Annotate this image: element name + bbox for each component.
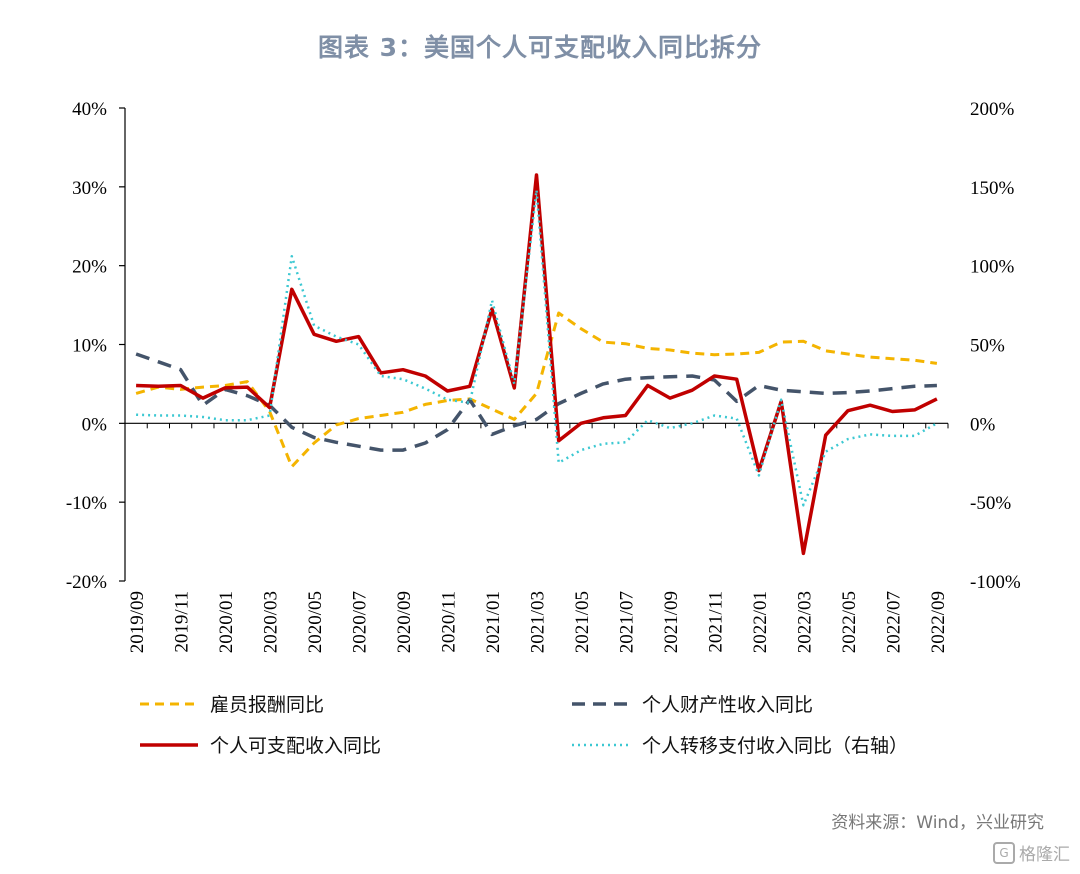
x-tick-label: 2021/05	[572, 591, 593, 653]
line-chart: 40% 30% 20% 10% 0% -10% -20% 200% 150% 100% 50% 0% -…	[66, 99, 1021, 653]
y-tick-label-left: 10%	[72, 336, 107, 357]
watermark-logo-icon: G	[993, 841, 1015, 864]
legend-swatch-compensation	[140, 702, 198, 705]
legend-item-property: 个人财产性收入同比	[570, 690, 813, 717]
x-tick-label: 2019/11	[172, 591, 193, 653]
x-tick-label: 2022/03	[794, 591, 815, 653]
x-tick-label: 2020/01	[216, 591, 237, 653]
y-tick-label-right: -50%	[970, 493, 1011, 514]
chart-tick-labels: 40% 30% 20% 10% 0% -10% -20% 200% 150% 100% 50% 0% -…	[66, 99, 1021, 653]
legend-item-disposable: 个人可支配收入同比	[138, 731, 381, 758]
watermark-text: 格隆汇	[1019, 845, 1070, 865]
y-tick-label-right: -100%	[970, 572, 1021, 593]
y-tick-label-left: -20%	[66, 572, 107, 593]
x-tick-label: 2021/01	[483, 591, 504, 653]
y-tick-label-right: 0%	[970, 414, 996, 435]
legend-swatch-property	[572, 701, 630, 706]
x-tick-label: 2021/03	[528, 591, 549, 653]
legend-label-compensation: 雇员报酬同比	[210, 694, 325, 716]
x-tick-label: 2020/07	[350, 591, 371, 653]
series-line-property	[135, 352, 937, 452]
series-line-compensation	[135, 311, 938, 469]
y-tick-label-left: -10%	[66, 493, 107, 514]
legend-label-disposable: 个人可支配收入同比	[210, 735, 382, 757]
legend-item-compensation: 雇员报酬同比	[138, 690, 324, 717]
y-tick-label-left: 30%	[72, 178, 107, 199]
chart-series	[135, 173, 938, 556]
chart-title: 图表 3：美国个人可支配收入同比拆分	[317, 33, 763, 62]
y-tick-label-right: 100%	[970, 257, 1015, 278]
x-tick-label: 2022/07	[883, 591, 904, 653]
legend-label-property: 个人财产性收入同比	[642, 694, 814, 716]
legend-label-transfer: 个人转移支付收入同比（右轴）	[642, 735, 909, 757]
x-tick-label: 2021/09	[661, 591, 682, 653]
x-tick-label: 2020/03	[261, 591, 282, 653]
chart-axes	[119, 107, 949, 582]
x-tick-label: 2019/09	[127, 591, 148, 653]
legend-swatch-transfer	[572, 743, 630, 746]
y-tick-label-left: 0%	[82, 414, 108, 435]
x-tick-label: 2020/09	[394, 591, 415, 653]
series-line-transfer	[136, 188, 938, 507]
y-tick-label-right: 50%	[970, 336, 1005, 357]
x-tick-label: 2020/11	[439, 591, 460, 653]
legend-swatch-disposable	[140, 742, 198, 747]
watermark: G 格隆汇	[993, 840, 1070, 865]
y-tick-label-right: 150%	[970, 178, 1015, 199]
legend-item-transfer: 个人转移支付收入同比（右轴）	[570, 731, 908, 758]
y-tick-label-left: 40%	[72, 99, 107, 120]
series-line-disposable	[136, 173, 938, 556]
y-tick-label-right: 200%	[970, 99, 1015, 120]
x-tick-label: 2021/11	[705, 591, 726, 653]
x-tick-label: 2020/05	[305, 591, 326, 653]
x-tick-label: 2022/01	[750, 591, 771, 653]
x-tick-label: 2022/05	[839, 591, 860, 653]
y-tick-label-left: 20%	[72, 257, 107, 278]
x-tick-label: 2021/07	[616, 591, 637, 653]
x-tick-label: 2022/09	[928, 591, 949, 653]
source-note: 资料来源：Wind，兴业研究	[831, 813, 1044, 833]
